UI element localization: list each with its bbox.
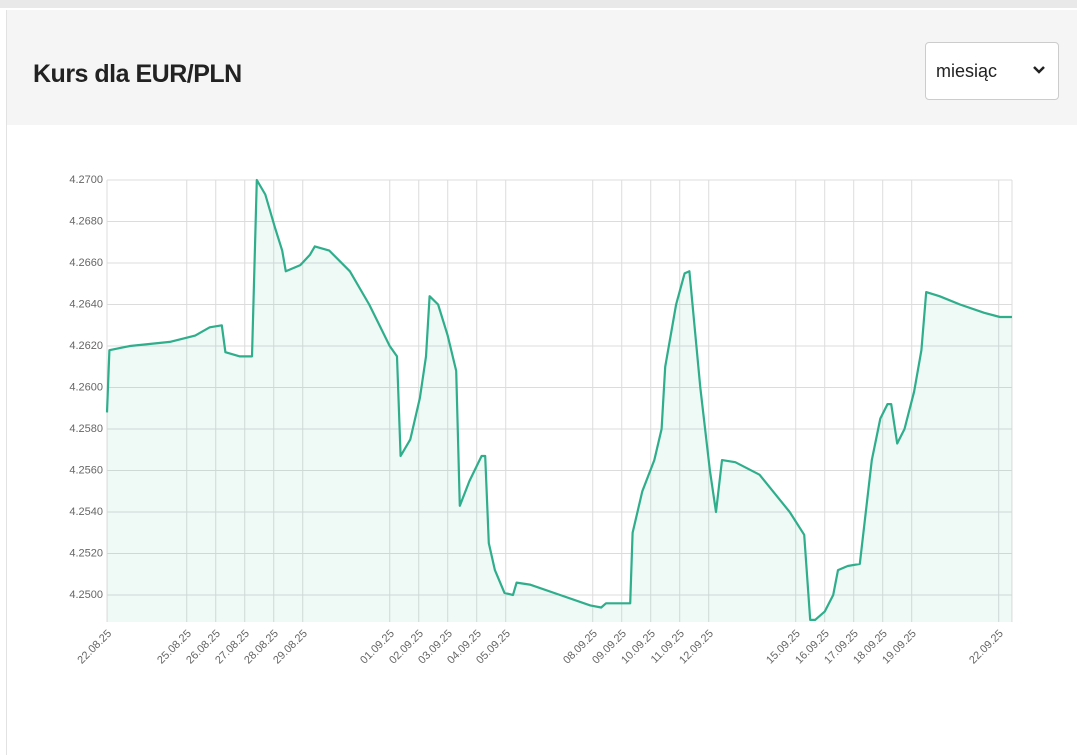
y-tick-label: 4.2700 — [69, 174, 103, 186]
y-tick-label: 4.2540 — [69, 506, 103, 518]
area — [107, 180, 1012, 622]
y-tick-label: 4.2560 — [69, 464, 103, 476]
x-tick-label: 22.09.25 — [967, 628, 1006, 667]
panel: Kurs dla EUR/PLN miesiąc — [6, 10, 1077, 755]
line — [105, 178, 1012, 621]
top-strip — [0, 0, 1077, 8]
panel-header: Kurs dla EUR/PLN miesiąc — [7, 10, 1077, 125]
chart-title: Kurs dla EUR/PLN — [33, 60, 242, 88]
period-select[interactable]: miesiąc — [925, 42, 1059, 100]
x-tick-label: 22.08.25 — [75, 628, 114, 667]
y-tick-label: 4.2520 — [69, 547, 103, 559]
select-arrow — [1033, 66, 1045, 74]
y-tick-label: 4.2600 — [69, 381, 103, 393]
y-tick-label: 4.2660 — [69, 257, 103, 269]
select-value: miesiąc — [936, 61, 998, 81]
y-tick-label: 4.2620 — [69, 340, 103, 352]
y-tick-label: 4.2580 — [69, 423, 103, 435]
y-tick-label: 4.2680 — [69, 215, 103, 227]
y-tick-label: 4.2500 — [69, 589, 103, 601]
y-tick-label: 4.2640 — [69, 298, 103, 310]
